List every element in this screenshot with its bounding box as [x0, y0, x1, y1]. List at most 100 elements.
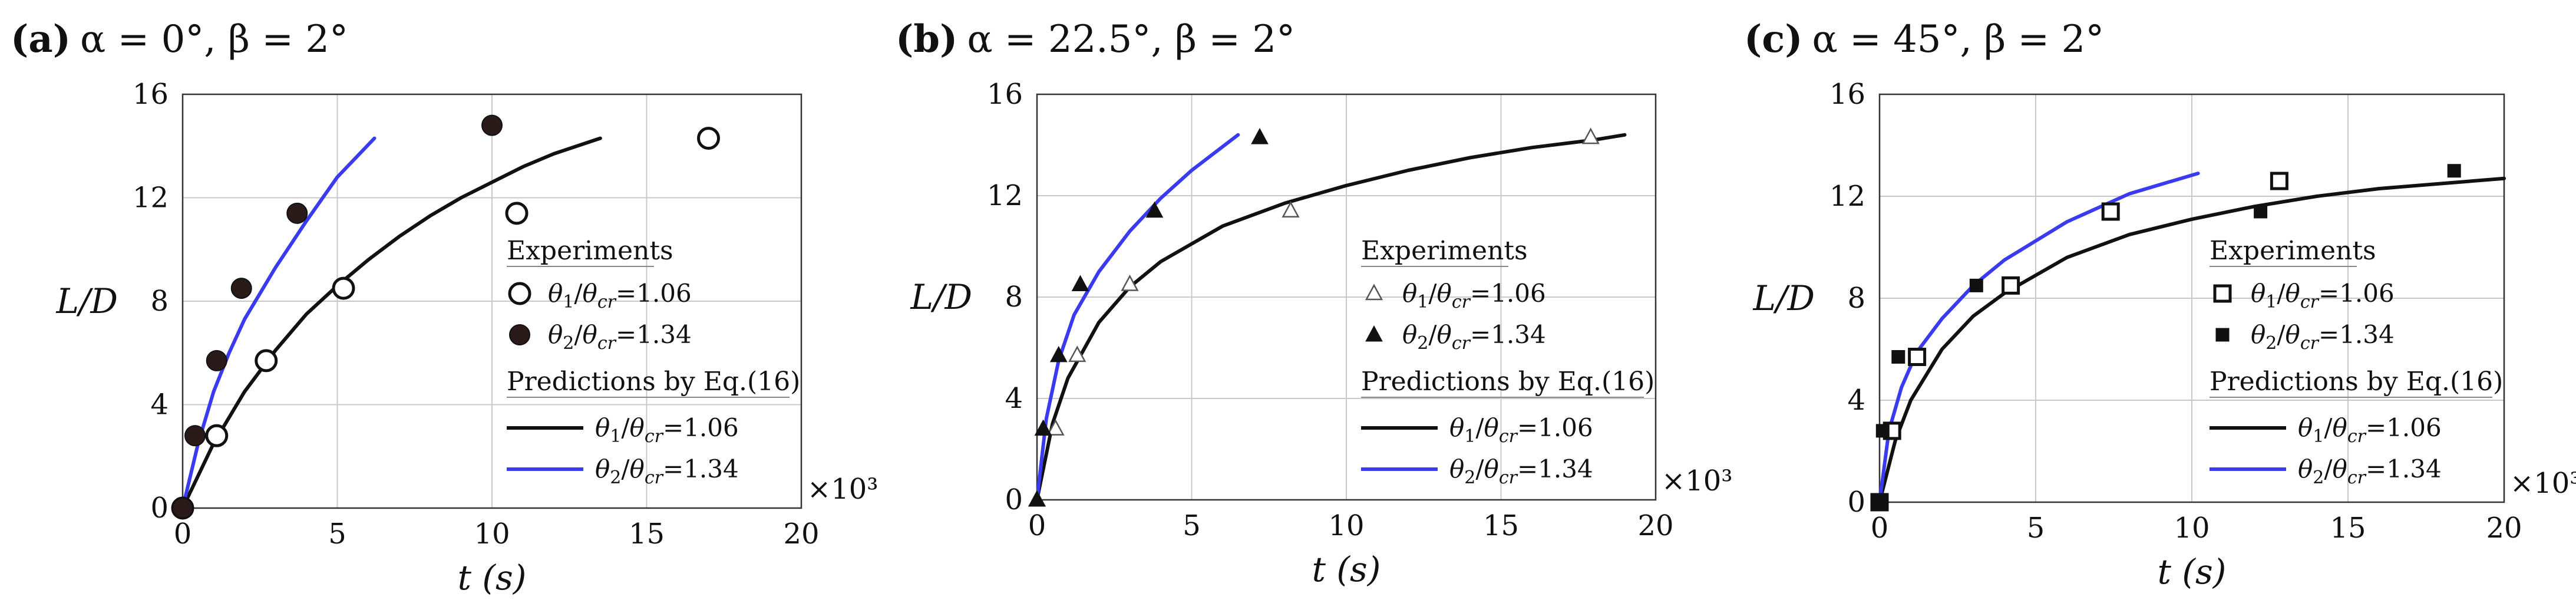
data-point [2002, 276, 2020, 295]
data-point [1145, 201, 1164, 218]
legend-label: θ1/θcr=1.06 [2251, 279, 2395, 312]
legend-marker [2213, 284, 2232, 303]
subscript: 2 [1417, 333, 1428, 354]
x-tick-label: 5 [1183, 509, 1201, 542]
panel-title: (c) α = 45°, β = 2° [1744, 17, 2104, 61]
legend-label: θ2/θcr=1.34 [2251, 320, 2395, 354]
data-point [2101, 202, 2120, 221]
x-tick-label: 10 [1328, 509, 1364, 542]
subscript: 1 [1464, 426, 1475, 447]
y-tick-label: 4 [150, 388, 169, 421]
panel-letter: (a) [11, 17, 71, 61]
y-tick-label: 16 [987, 78, 1023, 111]
data-point [697, 127, 720, 150]
data-point [1121, 274, 1139, 291]
subscript: cr [645, 467, 664, 488]
subscript: 1 [563, 292, 574, 312]
x-multiplier: ×10³ [1662, 464, 1733, 497]
legend-marker [509, 324, 530, 345]
x-tick-label: 15 [1483, 509, 1519, 542]
data-point [1046, 418, 1065, 436]
x-tick-label: 20 [1637, 509, 1673, 542]
legend-label: θ2/θcr=1.34 [1402, 320, 1546, 354]
subscript: cr [2347, 467, 2367, 488]
data-point [332, 276, 355, 300]
x-tick-label: 10 [2174, 512, 2210, 545]
subscript: cr [2347, 426, 2367, 447]
legend-label: θ1/θcr=1.06 [2298, 413, 2442, 447]
x-tick-label: 20 [2486, 512, 2522, 545]
subscript: 1 [2313, 426, 2324, 447]
legend-label: θ1/θcr=1.06 [1402, 279, 1546, 312]
y-axis-label: L/D [1752, 278, 1815, 318]
legend-marker [1365, 325, 1383, 342]
data-point [255, 349, 278, 373]
legend-label: θ1/θcr=1.06 [548, 279, 692, 312]
subscript: cr [1452, 333, 1471, 354]
legend-heading-predictions: Predictions by Eq.(16) [507, 367, 800, 397]
y-tick-label: 0 [150, 492, 169, 525]
subscript: cr [645, 426, 664, 447]
y-tick-label: 12 [133, 182, 169, 215]
plot-frame [1878, 93, 2505, 503]
legend-heading-predictions: Predictions by Eq.(16) [2210, 367, 2503, 397]
data-point [1581, 127, 1600, 144]
prediction-curve-2 [1878, 176, 2506, 504]
x-tick-label: 0 [1871, 512, 1889, 545]
x-tick-label: 20 [783, 518, 819, 551]
panel-title: (a) α = 0°, β = 2° [11, 17, 348, 61]
legend-label: θ2/θcr=1.34 [1449, 454, 1593, 488]
panel-title-text: α = 0°, β = 2° [80, 18, 348, 61]
y-tick-label: 0 [1847, 486, 1865, 519]
data-point [1251, 128, 1269, 144]
legend-marker [1365, 284, 1383, 301]
x-axis-label: t (s) [2158, 552, 2227, 592]
prediction-curve-3 [1035, 133, 1240, 502]
data-point [286, 202, 308, 224]
x-tick-label: 0 [174, 518, 192, 551]
y-tick-label: 8 [150, 285, 169, 318]
subscript: 1 [1417, 292, 1428, 312]
legend-heading-predictions: Predictions by Eq.(16) [1361, 367, 1654, 397]
data-point [172, 497, 193, 519]
plot-frame [181, 93, 802, 509]
subscript: cr [597, 292, 617, 312]
data-point [205, 424, 229, 447]
legend-marker [508, 282, 531, 305]
legend-heading-experiments: Experiments [2210, 236, 2376, 266]
prediction-curve-2 [1035, 133, 1627, 502]
y-tick-label: 12 [1829, 180, 1865, 213]
data-point [1969, 278, 1983, 292]
y-tick-label: 8 [1005, 281, 1023, 314]
x-tick-label: 15 [629, 518, 665, 551]
data-point [206, 350, 227, 371]
data-point [1282, 201, 1300, 218]
legend-label: θ2/θcr=1.34 [2298, 454, 2442, 488]
data-point [1908, 347, 1927, 366]
y-tick-label: 16 [133, 78, 169, 111]
legend-heading-experiments: Experiments [507, 236, 673, 266]
panel-letter: (b) [896, 17, 957, 61]
y-axis-label: L/D [910, 277, 972, 317]
subscript: cr [1499, 426, 1518, 447]
x-multiplier: ×10³ [807, 473, 879, 506]
y-tick-label: 16 [1829, 78, 1865, 111]
x-tick-label: 5 [2027, 512, 2045, 545]
y-tick-label: 8 [1847, 282, 1865, 315]
subscript: cr [2300, 333, 2320, 354]
legend-label: θ1/θcr=1.06 [1449, 413, 1593, 447]
data-point [1891, 350, 1905, 364]
panel-letter: (c) [1744, 17, 1803, 61]
data-point [1872, 495, 1887, 509]
legend: Experiments θ1/θcr=1.06 θ2/θcr=1.34 Predict… [507, 236, 800, 488]
data-point [2447, 164, 2461, 178]
subscript: cr [1452, 292, 1471, 312]
subscript: cr [597, 333, 617, 354]
legend-label: θ1/θcr=1.06 [595, 413, 739, 447]
subscript: 2 [1464, 467, 1475, 488]
subscript: 1 [610, 426, 621, 447]
chart-panel-b: (b) α = 22.5°, β = 2°0 5 10 15 200481216×10³t… [896, 17, 1733, 589]
data-point [2254, 205, 2268, 219]
